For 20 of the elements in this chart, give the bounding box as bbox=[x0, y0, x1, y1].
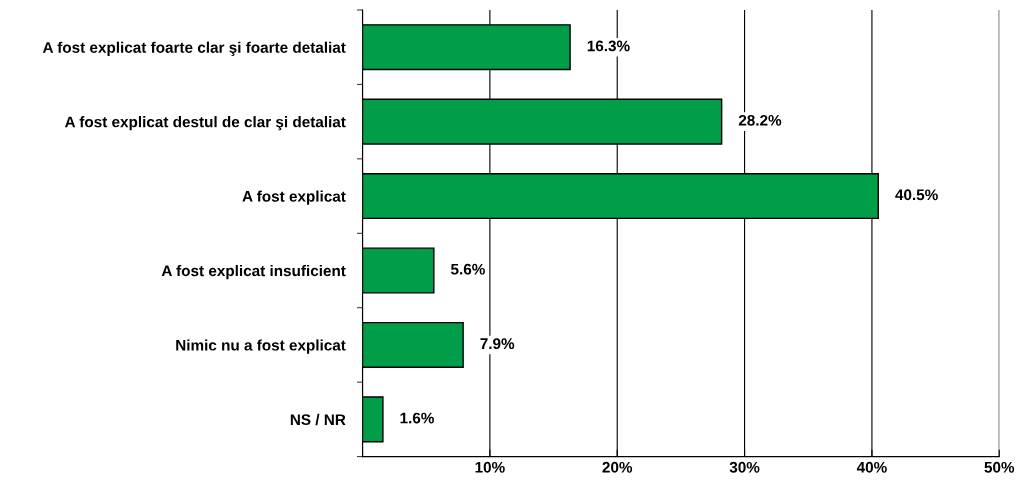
y-tick-label: A fost explicat insuficient bbox=[161, 264, 346, 280]
data-label: 40.5% bbox=[895, 189, 938, 201]
x-tick-label: 20% bbox=[602, 461, 633, 473]
y-tick-label: NS / NR bbox=[290, 413, 346, 426]
x-tick-label: 50% bbox=[984, 461, 1015, 473]
bar bbox=[362, 247, 435, 294]
data-label: 5.6% bbox=[450, 263, 485, 275]
y-tick-label: Nimic nu a fost explicat bbox=[176, 339, 346, 354]
data-label: 28.2% bbox=[738, 114, 782, 126]
x-tick-label: 40% bbox=[856, 461, 887, 473]
data-label: 7.9% bbox=[480, 338, 515, 350]
x-tick-label: 30% bbox=[729, 461, 760, 473]
y-tick-label: A fost explicat foarte clar şi foarte detaliat bbox=[42, 41, 346, 56]
y-tick-label: A fost explicat bbox=[242, 190, 346, 205]
data-label: 16.3% bbox=[587, 40, 630, 52]
bar bbox=[362, 396, 384, 443]
data-label: 1.6% bbox=[400, 412, 434, 424]
bar bbox=[362, 321, 464, 368]
x-tick-label: 10% bbox=[475, 461, 505, 473]
y-tick-label: A fost explicat destul de clar şi detaliat bbox=[64, 116, 346, 131]
